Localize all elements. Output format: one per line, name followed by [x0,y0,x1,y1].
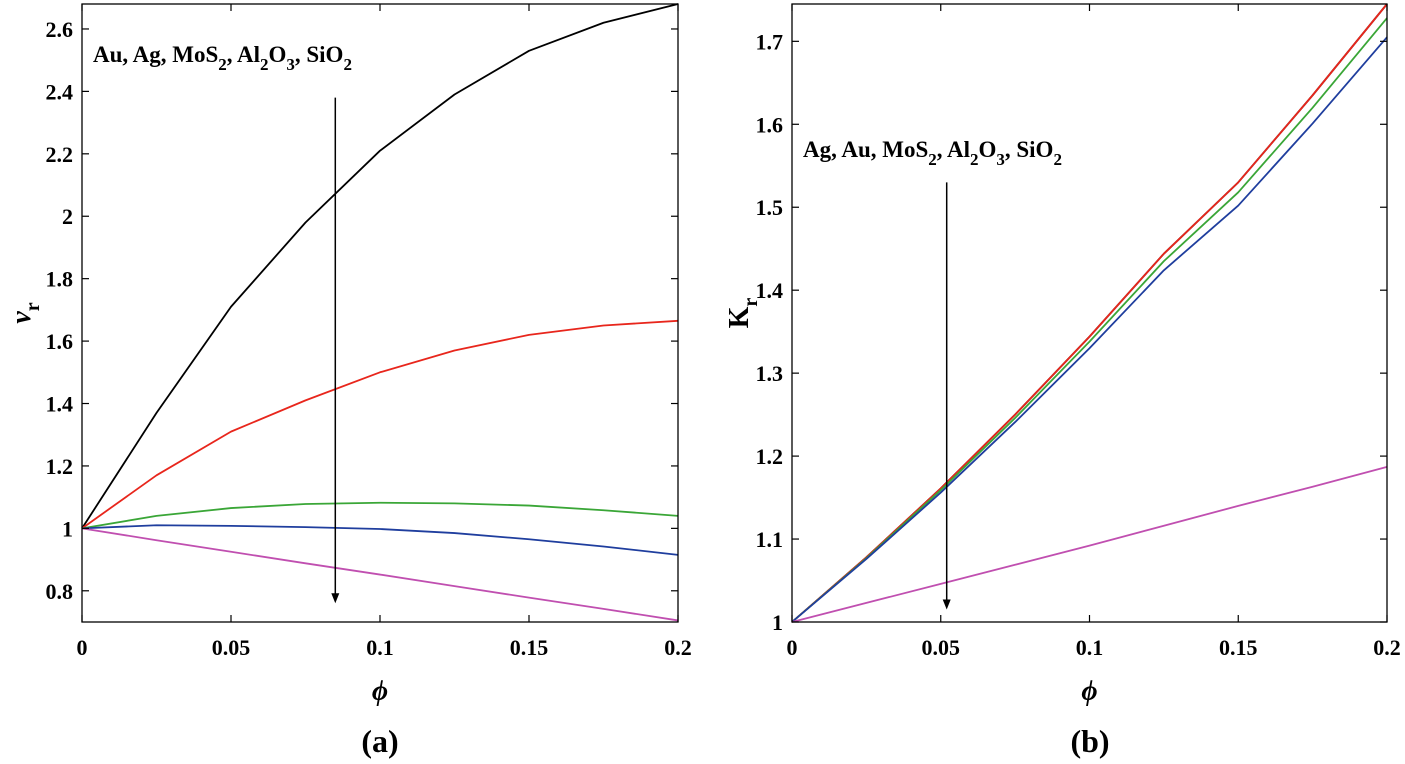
y-tick-label: 1.1 [756,527,784,552]
panel-label: (b) [1070,723,1109,759]
y-axis-label: νr [6,302,44,323]
y-tick-label: 1.3 [756,361,784,386]
series-line-3 [791,17,1388,623]
series-line-5 [791,466,1388,623]
y-tick-label: 1.5 [756,195,784,220]
annotation-text: Ag, Au, MoS2, Al2O3, SiO2 [803,137,1062,169]
y-tick-label: 2.6 [46,17,74,42]
y-tick-label: 1.8 [46,267,74,292]
y-tick-label: 2 [62,204,73,229]
x-tick-label: 0.05 [212,635,251,660]
series-line-3 [81,501,679,530]
series-line-1 [791,3,1388,623]
x-axis-label: ϕ [372,676,388,707]
y-tick-label: 1 [62,516,73,541]
x-tick-label: 0 [787,635,798,660]
series-line-5 [81,527,679,622]
x-tick-label: 0 [77,635,88,660]
chart-panel-b: 0 0.05 0.1 0.15 0.2 1 1.1 1.2 1.3 1.4 1.5 1.6 1.7 ϕ Kr… [724,3,1401,759]
plot-frame [791,3,1388,623]
trend-arrow-head [331,593,340,604]
x-tick-label: 0.05 [922,635,961,660]
series-line-4 [81,524,679,556]
trend-arrow-head [942,599,951,610]
x-tick-label: 0.1 [366,635,394,660]
x-tick-label: 0.2 [1373,635,1401,660]
chart-panel-a: 0 0.05 0.1 0.15 0.2 0.8 1 1.2 1.4 1.6 1.8 2 2.2 2.4 2.… [6,3,692,759]
series-line-1 [81,3,679,529]
series-line-4 [791,36,1388,623]
x-tick-label: 0.15 [510,635,549,660]
x-tick-label: 0.2 [664,635,692,660]
y-tick-label: 1.7 [756,29,784,54]
x-tick-label: 0.1 [1076,635,1104,660]
series-line-2 [81,319,679,530]
y-tick-label: 1 [772,610,783,635]
y-tick-label: 1.4 [46,392,74,417]
y-tick-label: 2.2 [46,142,74,167]
y-tick-label: 1.2 [756,444,784,469]
y-tick-label: 2.4 [46,79,74,104]
panel-label: (a) [361,723,398,759]
y-tick-label: 0.8 [46,579,74,604]
y-tick-label: 1.6 [46,329,74,354]
x-tick-label: 0.15 [1219,635,1258,660]
series-line-2 [791,3,1388,623]
y-tick-label: 1.2 [46,454,74,479]
y-axis-label: Kr [724,298,762,329]
y-tick-label: 1.4 [756,278,784,303]
x-axis-label: ϕ [1081,676,1097,707]
annotation-text: Au, Ag, MoS2, Al2O3, SiO2 [93,42,352,74]
y-tick-label: 1.6 [756,112,784,137]
